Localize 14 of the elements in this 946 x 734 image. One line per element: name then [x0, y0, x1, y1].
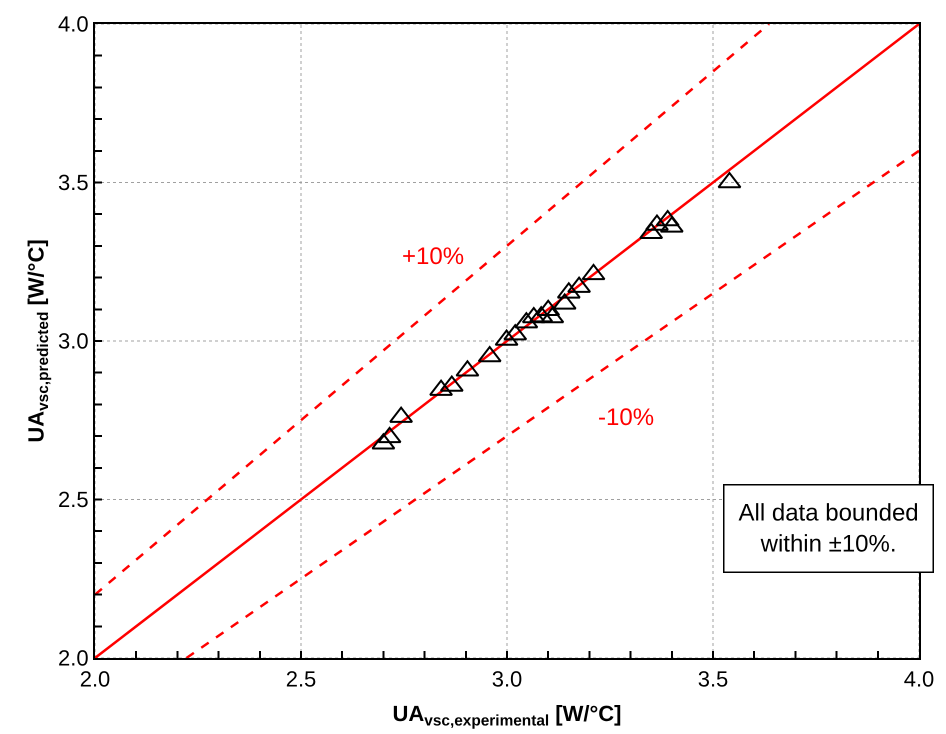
- x-tick-label: 3.5: [698, 666, 728, 692]
- x-tick-label: 3.0: [492, 666, 522, 692]
- y-tick-label: 3.0: [58, 328, 89, 354]
- annotation: All data bounded within ±10%.: [738, 500, 919, 558]
- x-tick-label: 2.5: [286, 666, 316, 692]
- annotation: +10%: [402, 243, 464, 270]
- point: [582, 264, 606, 280]
- x-tick-label: 4.0: [904, 666, 934, 692]
- point: [645, 214, 669, 231]
- y-tick-label: 3.5: [58, 170, 89, 196]
- y-tick-label: 4.0: [58, 12, 89, 37]
- x-axis-title: UA$_{vsc,experimental}$ [W/°C]: [392, 700, 622, 730]
- y-tick-label: 2.5: [58, 487, 89, 512]
- annotation: -10%: [598, 404, 654, 431]
